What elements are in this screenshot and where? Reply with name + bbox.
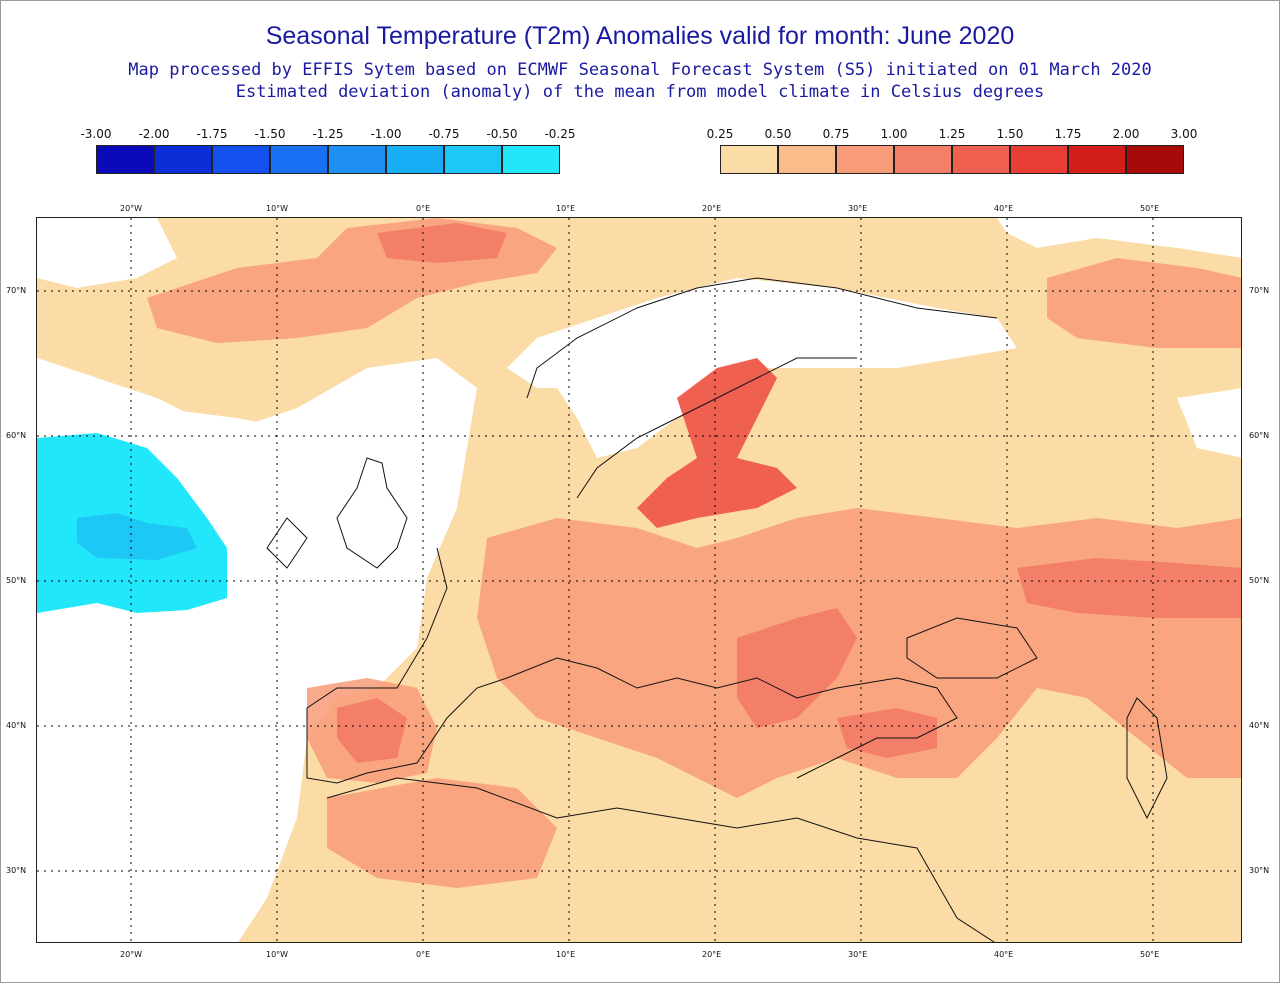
legend-label: -0.50: [486, 127, 518, 141]
anomaly-region-high-balkans: [737, 608, 857, 728]
neutral-region-greenland: [37, 218, 177, 288]
legend-label: 0.50: [764, 127, 792, 141]
legend-color-box: [386, 145, 444, 174]
anomaly-region-high-north-sea: [377, 223, 507, 263]
coastlines: [266, 277, 1168, 942]
lat-label-left: 30°N: [6, 866, 27, 875]
legend-color-box: [270, 145, 328, 174]
lat-label-right: 30°N: [1249, 866, 1270, 875]
anomaly-map: [36, 217, 1242, 943]
lon-label-top: 50°E: [1140, 204, 1160, 213]
legend-color-box: [1010, 145, 1068, 174]
legend-label: -3.00: [80, 127, 112, 141]
legend-label: -1.25: [312, 127, 344, 141]
lat-label-right: 70°N: [1249, 286, 1270, 295]
lat-label-left: 60°N: [6, 431, 27, 440]
map-subtitle-processing: Map processed by EFFIS Sytem based on EC…: [128, 60, 1152, 80]
anomaly-region-medium-africa: [327, 778, 557, 888]
lon-label-top: 20°E: [702, 204, 722, 213]
legend-label: 0.25: [706, 127, 734, 141]
legend-color-box: [154, 145, 212, 174]
legend-label: -1.75: [196, 127, 228, 141]
lat-label-left: 50°N: [6, 576, 27, 585]
lat-label-right: 50°N: [1249, 576, 1270, 585]
anomaly-region-high-iberia: [337, 698, 407, 763]
lon-label-top: 40°E: [994, 204, 1014, 213]
legend-color-box: [444, 145, 502, 174]
legend-color-box: [328, 145, 386, 174]
legend-label: 1.50: [996, 127, 1024, 141]
map-subtitle-units: Estimated deviation (anomaly) of the mea…: [235, 82, 1045, 102]
anomaly-region-high-baltic: [637, 358, 797, 528]
map-title: Seasonal Temperature (T2m) Anomalies val…: [265, 22, 1015, 50]
legend-color-box: [212, 145, 270, 174]
lon-label-top: 0°E: [416, 204, 431, 213]
lon-label-top: 10°W: [266, 204, 289, 213]
legend-label: 0.75: [822, 127, 850, 141]
lat-label-left: 70°N: [6, 286, 27, 295]
legend-label: 3.00: [1170, 127, 1198, 141]
lon-label-top: 10°E: [556, 204, 576, 213]
lon-label-bottom: 20°W: [120, 950, 143, 959]
legend-label: -0.25: [544, 127, 576, 141]
legend-label: 1.00: [880, 127, 908, 141]
anomaly-map-canvas: [37, 218, 1241, 942]
lon-label-top: 30°E: [848, 204, 868, 213]
legend-label: 2.00: [1112, 127, 1140, 141]
lat-label-left: 40°N: [6, 721, 27, 730]
cold-anomaly-core: [77, 513, 197, 560]
legend-color-box: [778, 145, 836, 174]
legend-color-box: [1126, 145, 1184, 174]
legend-label: 1.75: [1054, 127, 1082, 141]
lon-label-bottom: 50°E: [1140, 950, 1160, 959]
legend-label: 1.25: [938, 127, 966, 141]
legend-label: -0.75: [428, 127, 460, 141]
lon-label-bottom: 30°E: [848, 950, 868, 959]
lon-label-bottom: 10°W: [266, 950, 289, 959]
legend-color-box: [894, 145, 952, 174]
legend-label: -1.00: [370, 127, 402, 141]
lon-label-bottom: 40°E: [994, 950, 1014, 959]
lon-label-bottom: 10°E: [556, 950, 576, 959]
legend-label: -1.50: [254, 127, 286, 141]
legend-color-box: [1068, 145, 1126, 174]
legend-color-box: [952, 145, 1010, 174]
lat-label-right: 60°N: [1249, 431, 1270, 440]
neutral-region-arctic-east: [997, 218, 1241, 258]
legend-color-box: [836, 145, 894, 174]
lat-label-right: 40°N: [1249, 721, 1270, 730]
legend-label: -2.00: [138, 127, 170, 141]
lon-label-bottom: 0°E: [416, 950, 431, 959]
legend-color-box: [96, 145, 154, 174]
anomaly-region-high-russia: [1017, 558, 1241, 618]
neutral-region-russia-ne: [1177, 388, 1241, 458]
lon-label-top: 20°W: [120, 204, 143, 213]
legend-color-box: [720, 145, 778, 174]
lon-label-bottom: 20°E: [702, 950, 722, 959]
legend-color-box: [502, 145, 560, 174]
anomaly-region-medium-russia: [1047, 258, 1241, 348]
